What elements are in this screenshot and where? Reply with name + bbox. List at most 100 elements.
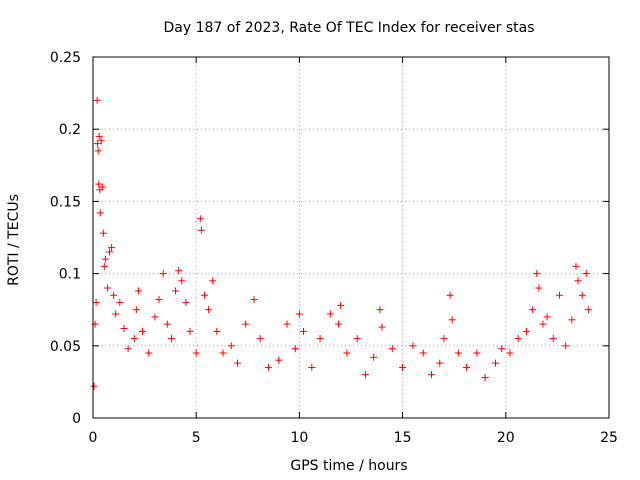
data-point: [463, 363, 471, 371]
data-point: [250, 296, 258, 304]
data-point: [124, 345, 132, 353]
data-point: [308, 363, 316, 371]
data-point: [555, 291, 563, 299]
data-point: [535, 284, 543, 292]
data-point: [448, 316, 456, 324]
chart-title: Day 187 of 2023, Rate Of TEC Index for r…: [163, 20, 534, 36]
y-tick-label: 0: [72, 411, 81, 427]
data-point: [95, 132, 103, 140]
data-point: [94, 140, 102, 148]
data-point: [522, 327, 530, 335]
data-point: [99, 229, 107, 237]
data-point: [498, 345, 506, 353]
x-tick-label: 20: [497, 430, 515, 446]
data-point: [326, 310, 334, 318]
x-tick-label: 25: [600, 430, 618, 446]
x-tick-label: 15: [394, 430, 412, 446]
data-point: [178, 277, 186, 285]
data-point: [300, 327, 308, 335]
data-point: [92, 298, 100, 306]
data-point: [572, 262, 580, 270]
data-point: [539, 320, 547, 328]
data-point: [182, 298, 190, 306]
data-point: [473, 349, 481, 357]
data-point: [491, 359, 499, 367]
data-point: [134, 287, 142, 295]
data-point: [172, 287, 180, 295]
data-point: [582, 270, 590, 278]
data-point: [409, 342, 417, 350]
data-point: [578, 291, 586, 299]
data-point: [291, 345, 299, 353]
data-point: [343, 349, 351, 357]
data-point: [159, 270, 167, 278]
data-point: [543, 313, 551, 321]
grid: [93, 57, 609, 418]
data-points: [90, 96, 592, 390]
data-point: [196, 215, 204, 223]
data-point: [533, 270, 541, 278]
data-point: [186, 327, 194, 335]
data-point: [264, 363, 272, 371]
data-point: [436, 359, 444, 367]
data-point: [440, 335, 448, 343]
data-point: [167, 335, 175, 343]
data-point: [132, 306, 140, 314]
data-point: [562, 342, 570, 350]
data-point: [96, 209, 104, 217]
data-point: [110, 291, 118, 299]
data-point: [376, 306, 384, 314]
data-point: [454, 349, 462, 357]
x-tick-label: 0: [89, 430, 98, 446]
data-point: [295, 310, 303, 318]
data-point: [316, 335, 324, 343]
data-point: [213, 327, 221, 335]
data-point: [370, 353, 378, 361]
data-point: [388, 345, 396, 353]
data-point: [283, 320, 291, 328]
data-point: [399, 363, 407, 371]
x-tick-label: 5: [192, 430, 201, 446]
data-point: [95, 180, 103, 188]
data-point: [108, 244, 116, 252]
data-point: [197, 226, 205, 234]
y-tick-label: 0.25: [50, 50, 81, 66]
data-point: [506, 349, 514, 357]
axes: [92, 56, 610, 419]
data-point: [130, 335, 138, 343]
y-tick-label: 0.05: [50, 339, 81, 355]
data-point: [353, 335, 361, 343]
data-point: [233, 359, 241, 367]
data-point: [574, 277, 582, 285]
y-tick-label: 0.2: [59, 122, 81, 138]
x-tick-label: 10: [290, 430, 308, 446]
data-point: [106, 248, 114, 256]
data-point: [275, 356, 283, 364]
data-point: [200, 291, 208, 299]
data-point: [98, 183, 106, 191]
data-point: [427, 371, 435, 379]
x-axis-label: GPS time / hours: [290, 458, 407, 474]
data-point: [97, 137, 105, 145]
data-point: [481, 374, 489, 382]
data-point: [378, 323, 386, 331]
plot-frame: [92, 56, 610, 419]
data-point: [145, 349, 153, 357]
data-point: [94, 147, 102, 155]
data-point: [209, 277, 217, 285]
data-point: [175, 267, 183, 275]
data-point: [549, 335, 557, 343]
data-point: [151, 313, 159, 321]
data-point: [101, 255, 109, 263]
data-point: [337, 301, 345, 309]
data-point: [155, 296, 163, 304]
data-point: [163, 320, 171, 328]
data-point: [90, 382, 98, 390]
data-point: [100, 262, 108, 270]
data-point: [227, 342, 235, 350]
data-point: [514, 335, 522, 343]
data-point: [242, 320, 250, 328]
data-point: [419, 349, 427, 357]
data-point: [192, 349, 200, 357]
data-point: [219, 349, 227, 357]
